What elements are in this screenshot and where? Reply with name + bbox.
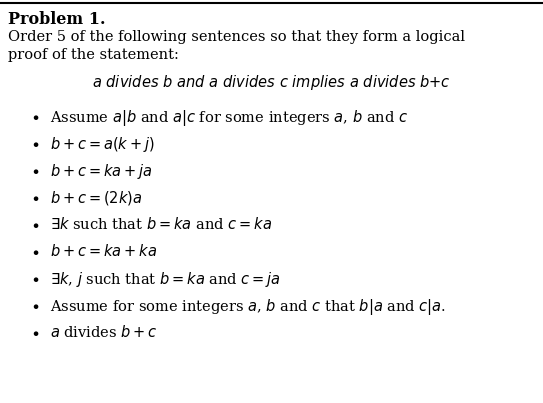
- Text: $\bullet$: $\bullet$: [30, 108, 40, 125]
- Text: $b+c = ka+ja$: $b+c = ka+ja$: [50, 162, 153, 181]
- Text: $\exists k$, $j$ such that $b = ka$ and $c = ja$: $\exists k$, $j$ such that $b = ka$ and …: [50, 270, 281, 289]
- Text: $\bullet$: $\bullet$: [30, 297, 40, 314]
- Text: proof of the statement:: proof of the statement:: [8, 48, 179, 62]
- Text: Assume $a|b$ and $a|c$ for some integers $a$, $b$ and $c$: Assume $a|b$ and $a|c$ for some integers…: [50, 108, 408, 128]
- Text: $\bullet$: $\bullet$: [30, 270, 40, 287]
- Text: $a$ divides $b+c$: $a$ divides $b+c$: [50, 324, 158, 340]
- Text: $\bullet$: $\bullet$: [30, 324, 40, 341]
- Text: $\bullet$: $\bullet$: [30, 162, 40, 179]
- Text: Assume for some integers $a$, $b$ and $c$ that $b|a$ and $c|a$.: Assume for some integers $a$, $b$ and $c…: [50, 297, 446, 317]
- Text: Problem 1.: Problem 1.: [8, 11, 105, 28]
- Text: $\bullet$: $\bullet$: [30, 189, 40, 206]
- Text: $\exists k$ such that $b = ka$ and $c = ka$: $\exists k$ such that $b = ka$ and $c = …: [50, 216, 272, 232]
- Text: $b+c = (2k)a$: $b+c = (2k)a$: [50, 189, 142, 207]
- Text: $\bullet$: $\bullet$: [30, 135, 40, 152]
- Text: $b+c = a(k+j)$: $b+c = a(k+j)$: [50, 135, 155, 154]
- Text: $\bullet$: $\bullet$: [30, 243, 40, 260]
- Text: $\mathit{a\ divides\ b\ and\ a\ divides\ c\ implies\ a\ divides\ b{+}c}$: $\mathit{a\ divides\ b\ and\ a\ divides\…: [92, 73, 450, 92]
- Text: $b+c = ka+ka$: $b+c = ka+ka$: [50, 243, 157, 259]
- Text: Order 5 of the following sentences so that they form a logical: Order 5 of the following sentences so th…: [8, 30, 465, 44]
- Text: $\bullet$: $\bullet$: [30, 216, 40, 233]
